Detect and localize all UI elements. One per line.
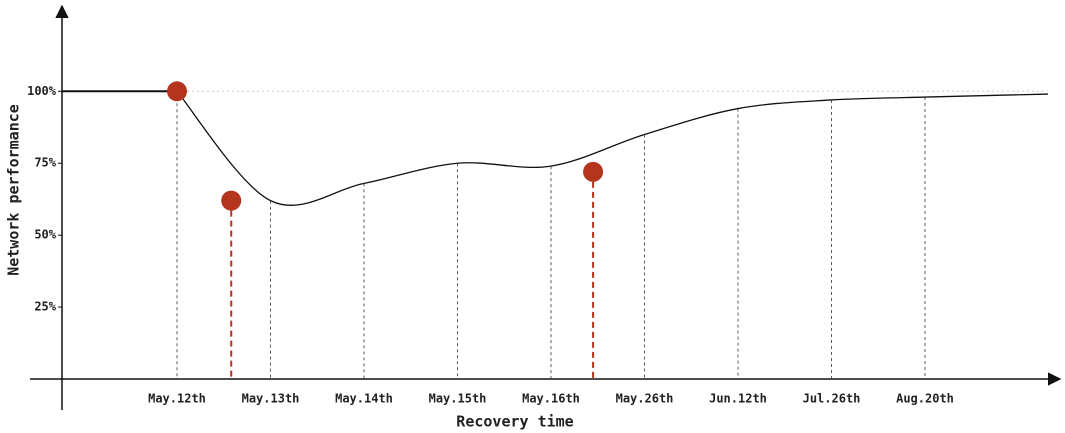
marker	[167, 81, 187, 102]
x-tick-label: Jul.26th	[803, 392, 861, 406]
marker	[221, 190, 242, 211]
y-axis-title: Network performance	[5, 104, 23, 276]
x-tick-label: May.14th	[335, 392, 393, 406]
marker	[583, 161, 604, 182]
x-tick-label: May.15th	[429, 392, 487, 406]
y-tick-label: 75%	[34, 156, 56, 170]
x-axis-title: Recovery time	[456, 413, 573, 431]
x-tick-label: May.16th	[522, 392, 580, 406]
y-tick-label: 50%	[34, 228, 56, 242]
x-tick-label: Jun.12th	[709, 392, 767, 406]
x-tick-label: May.13th	[242, 392, 300, 406]
y-tick-label: 25%	[34, 300, 56, 314]
line	[176, 90, 926, 206]
x-tick-label: May.26th	[616, 392, 674, 406]
x-tick-label: Aug.20th	[896, 392, 954, 406]
line-extension	[924, 93, 1049, 98]
x-tick-label: May.12th	[148, 392, 206, 406]
y-tick-label: 100%	[27, 84, 57, 98]
